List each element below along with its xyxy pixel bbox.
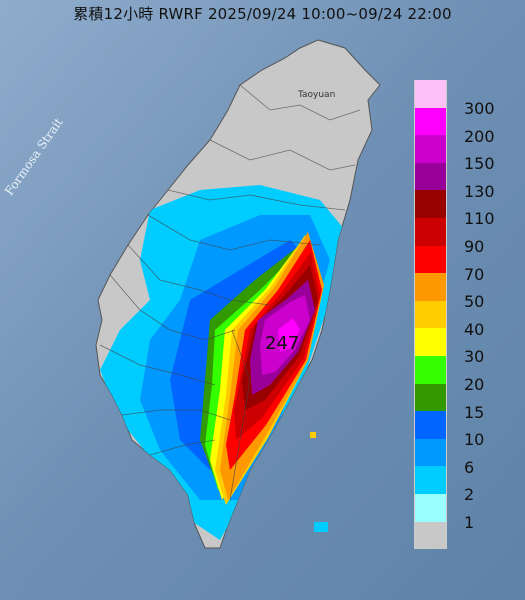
legend-swatch xyxy=(414,190,447,218)
legend-swatch xyxy=(414,107,447,136)
legend-label: 150 xyxy=(464,154,495,174)
legend-swatch xyxy=(414,245,447,274)
legend-label: 70 xyxy=(464,264,485,284)
legend-label: 2 xyxy=(464,485,475,505)
legend-label: 110 xyxy=(464,209,495,229)
legend-row-15: 15 xyxy=(414,383,519,422)
legend-swatch xyxy=(414,383,447,412)
legend-label: 90 xyxy=(464,236,485,256)
legend-label: 130 xyxy=(464,181,495,201)
legend-label: 30 xyxy=(464,347,485,367)
legend-swatch xyxy=(414,521,447,550)
legend-row-200: 200 xyxy=(414,107,519,146)
legend-row-2: 2 xyxy=(414,466,519,504)
map-title: 累積12小時 RWRF 2025/09/24 10:00~09/24 22:00 xyxy=(73,5,452,23)
legend-swatch xyxy=(414,438,447,467)
small-island xyxy=(310,432,316,438)
city-label: Taoyuan xyxy=(298,90,336,100)
legend-label: 200 xyxy=(464,126,495,146)
legend-row-0 xyxy=(414,521,519,550)
legend-label: 50 xyxy=(464,292,485,312)
legend-swatch xyxy=(414,135,447,163)
legend-row-300: 300 xyxy=(414,80,519,118)
legend-row-1: 1 xyxy=(414,493,519,532)
legend-swatch xyxy=(414,273,447,301)
rainfall-legend: 300 200 150 130 110 90 70 50 40 30 20 15… xyxy=(414,80,519,550)
legend-row-70: 70 xyxy=(414,245,519,284)
legend-row-150: 150 xyxy=(414,135,519,173)
peak-value-label: 247 xyxy=(265,333,300,354)
legend-swatch xyxy=(414,162,447,191)
legend-label: 1 xyxy=(464,512,475,532)
legend-swatch xyxy=(414,80,447,108)
legend-row-50: 50 xyxy=(414,273,519,311)
legend-label: 40 xyxy=(464,319,485,339)
legend-label: 15 xyxy=(464,402,485,422)
legend-row-110: 110 xyxy=(414,190,519,228)
legend-swatch xyxy=(414,355,447,384)
legend-swatch xyxy=(414,328,447,356)
green-island xyxy=(314,522,328,532)
legend-label: 300 xyxy=(464,99,495,118)
legend-row-40: 40 xyxy=(414,300,519,339)
legend-swatch xyxy=(414,411,447,439)
county-boundaries xyxy=(99,84,361,501)
legend-row-30: 30 xyxy=(414,328,519,366)
legend-row-130: 130 xyxy=(414,162,519,201)
legend-label: 6 xyxy=(464,457,475,477)
legend-swatch xyxy=(414,466,447,494)
legend-label: 10 xyxy=(464,430,485,450)
legend-row-10: 10 xyxy=(414,411,519,449)
legend-swatch xyxy=(414,300,447,329)
legend-swatch xyxy=(414,217,447,246)
legend-label: 20 xyxy=(464,374,485,394)
rainfall-fields xyxy=(100,185,345,540)
legend-row-90: 90 xyxy=(414,217,519,256)
legend-row-20: 20 xyxy=(414,355,519,394)
legend-swatch xyxy=(414,493,447,522)
legend-row-6: 6 xyxy=(414,438,519,477)
